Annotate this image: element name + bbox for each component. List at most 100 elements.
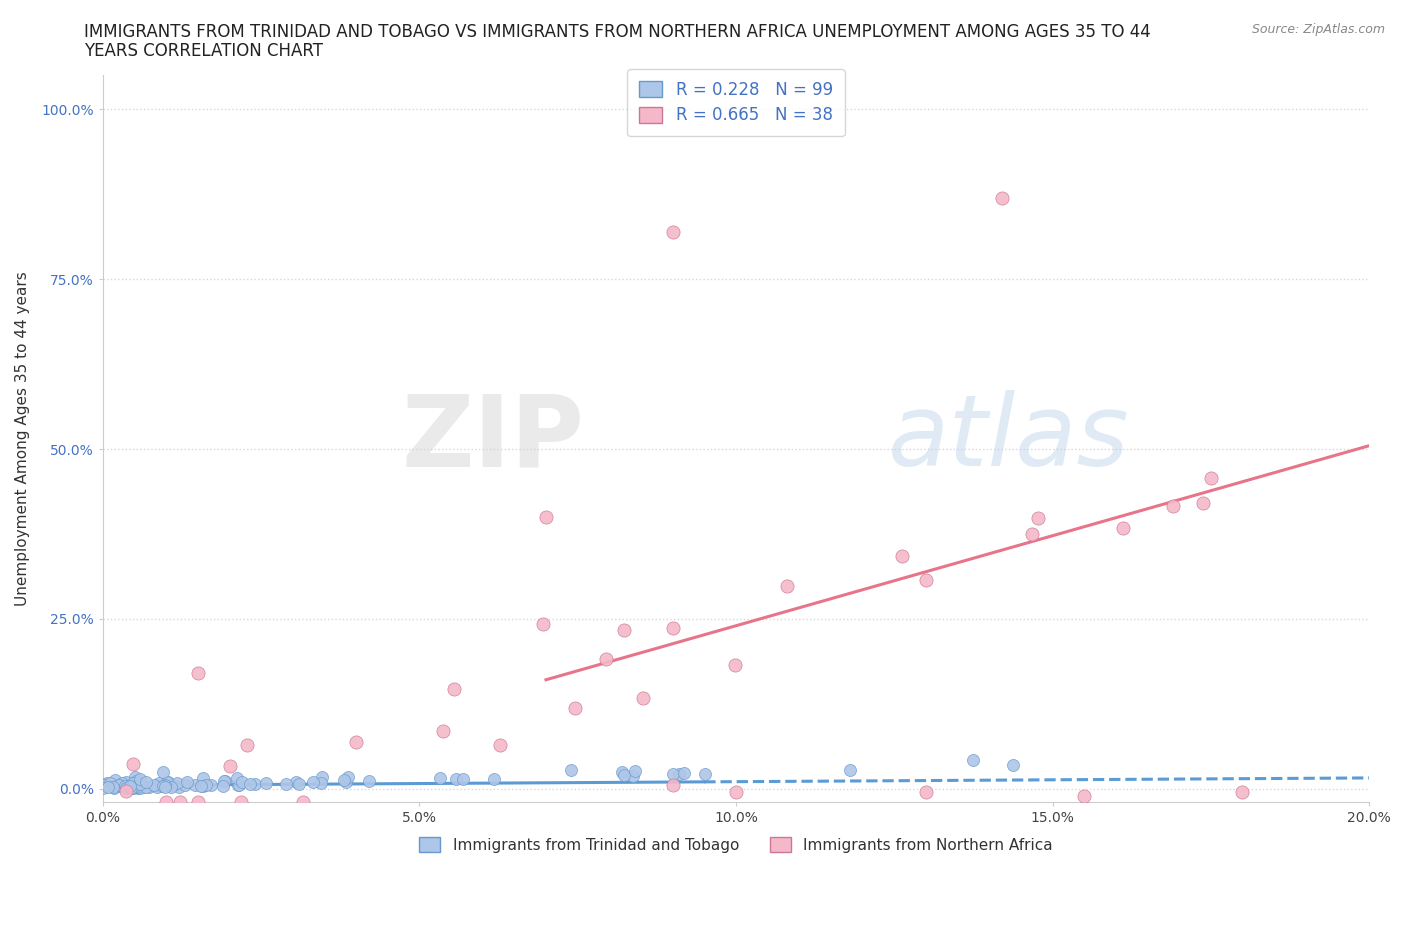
Point — [776, 578, 799, 593]
Point — [96, 779, 118, 794]
Point — [156, 775, 179, 790]
Point — [190, 778, 212, 793]
Point — [239, 777, 262, 791]
Point — [96, 778, 118, 793]
Point — [191, 771, 214, 786]
Point — [1191, 496, 1213, 511]
Point — [148, 775, 170, 790]
Point — [142, 777, 165, 792]
Point — [169, 779, 191, 794]
Point — [595, 651, 617, 666]
Point — [302, 774, 325, 789]
Point — [129, 777, 152, 791]
Point — [155, 795, 177, 810]
Point — [122, 779, 145, 794]
Point — [97, 780, 120, 795]
Point — [166, 776, 188, 790]
Point — [613, 622, 636, 637]
Point — [111, 776, 134, 790]
Point — [127, 777, 149, 791]
Point — [254, 776, 277, 790]
Point — [1073, 788, 1095, 803]
Point — [115, 780, 138, 795]
Point — [335, 775, 357, 790]
Point — [432, 724, 454, 738]
Point — [98, 776, 121, 790]
Point — [132, 780, 155, 795]
Point — [91, 781, 114, 796]
Point — [107, 777, 129, 791]
Point — [231, 775, 253, 790]
Point — [1021, 526, 1043, 541]
Point — [93, 778, 115, 793]
Point — [101, 779, 124, 794]
Point — [226, 771, 249, 786]
Point — [621, 768, 644, 783]
Point — [96, 776, 118, 790]
Point — [156, 775, 179, 790]
Legend: Immigrants from Trinidad and Tobago, Immigrants from Northern Africa: Immigrants from Trinidad and Tobago, Imm… — [412, 830, 1060, 860]
Text: atlas: atlas — [889, 391, 1129, 487]
Point — [214, 773, 236, 788]
Point — [149, 778, 172, 793]
Point — [724, 785, 747, 800]
Point — [129, 780, 152, 795]
Point — [200, 777, 222, 792]
Point — [152, 779, 174, 794]
Point — [661, 620, 683, 635]
Point — [915, 573, 938, 588]
Point — [243, 777, 266, 791]
Point — [564, 700, 586, 715]
Point — [531, 618, 554, 632]
Point — [115, 783, 138, 798]
Point — [236, 737, 259, 752]
Point — [108, 778, 131, 793]
Point — [169, 795, 191, 810]
Point — [138, 780, 160, 795]
Point — [344, 735, 367, 750]
Point — [446, 772, 468, 787]
Point — [534, 510, 557, 525]
Point — [613, 767, 636, 782]
Point — [195, 777, 218, 792]
Point — [120, 780, 142, 795]
Point — [560, 763, 582, 777]
Point — [103, 780, 125, 795]
Text: ZIP: ZIP — [401, 391, 583, 487]
Text: Source: ZipAtlas.com: Source: ZipAtlas.com — [1251, 23, 1385, 36]
Point — [1001, 758, 1024, 773]
Point — [489, 737, 512, 752]
Point — [624, 764, 647, 778]
Point — [633, 690, 655, 705]
Point — [482, 771, 505, 786]
Point — [160, 779, 183, 794]
Y-axis label: Unemployment Among Ages 35 to 44 years: Unemployment Among Ages 35 to 44 years — [15, 272, 30, 606]
Point — [121, 757, 143, 772]
Point — [1112, 521, 1135, 536]
Point — [122, 780, 145, 795]
Point — [219, 759, 242, 774]
Point — [131, 777, 153, 792]
Point — [228, 778, 250, 793]
Point — [120, 780, 142, 795]
Point — [610, 764, 633, 779]
Point — [176, 775, 198, 790]
Point — [114, 778, 136, 793]
Point — [693, 766, 716, 781]
Point — [104, 773, 127, 788]
Point — [129, 772, 152, 787]
Point — [162, 777, 184, 792]
Point — [135, 775, 157, 790]
Point — [108, 777, 131, 792]
Point — [311, 770, 333, 785]
Point — [337, 769, 360, 784]
Point — [915, 785, 938, 800]
Point — [124, 769, 146, 784]
Point — [288, 777, 311, 791]
Point — [309, 776, 332, 790]
Point — [668, 767, 690, 782]
Point — [118, 779, 141, 794]
Point — [152, 765, 174, 780]
Point — [146, 779, 169, 794]
Point — [724, 658, 747, 672]
